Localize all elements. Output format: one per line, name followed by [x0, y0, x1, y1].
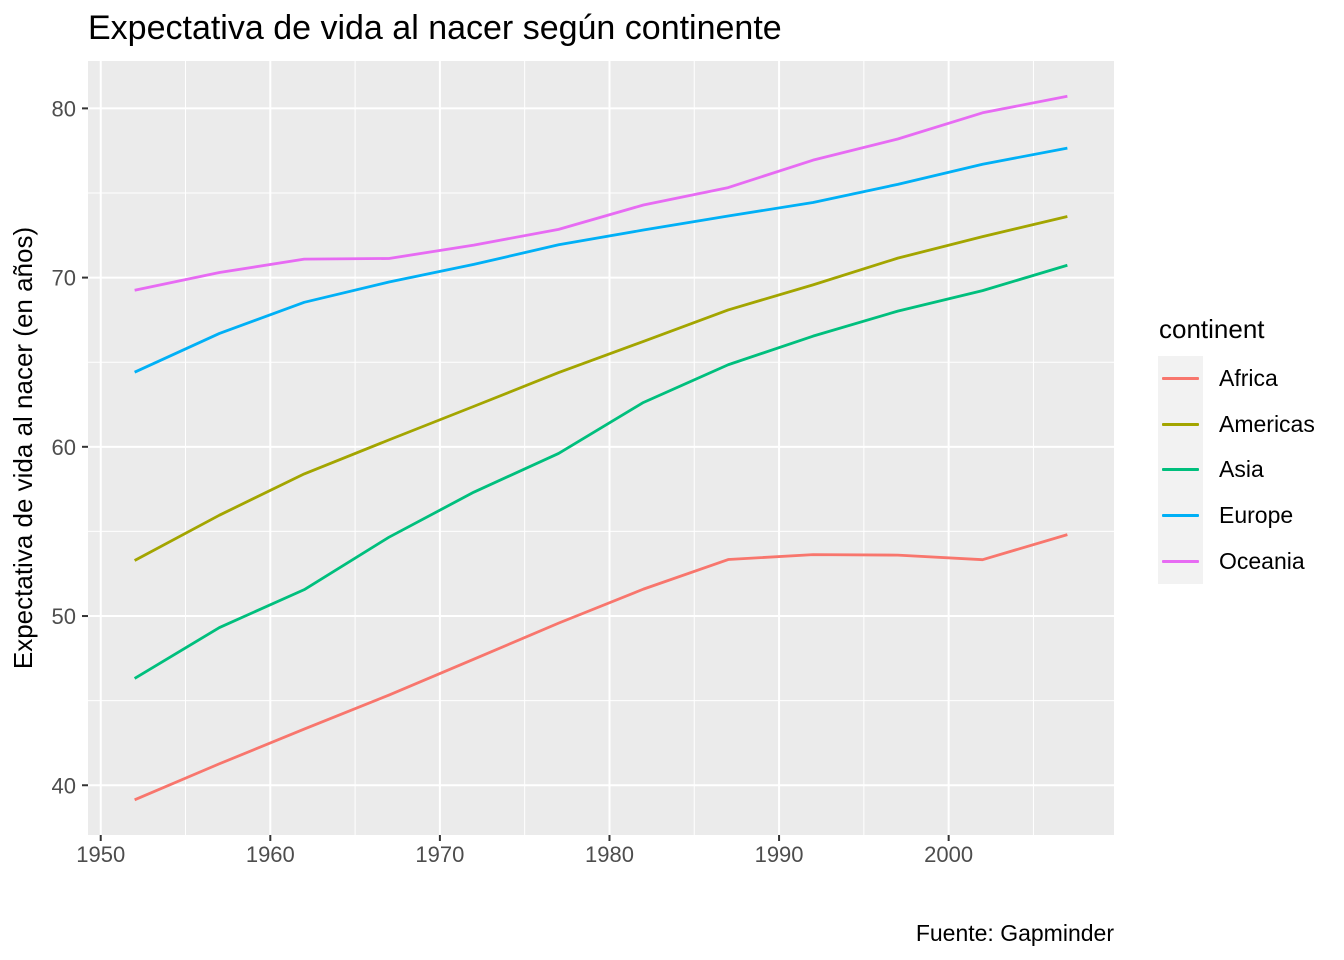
y-axis-tick-label: 50 — [52, 604, 76, 629]
legend-label: Europe — [1219, 502, 1294, 529]
y-axis-tick-label: 60 — [52, 435, 76, 460]
legend-key-africa — [1158, 356, 1203, 402]
x-axis-tick-label: 1950 — [76, 842, 125, 867]
chart-caption: Fuente: Gapminder — [915, 920, 1114, 946]
chart-title: Expectativa de vida al nacer según conti… — [88, 9, 782, 47]
legend-item-europe: Europe — [1158, 492, 1315, 539]
x-axis-tick-label: 1960 — [246, 842, 295, 867]
legend-item-asia: Asia — [1158, 447, 1315, 493]
legend-item-africa: Africa — [1158, 356, 1315, 402]
legend-items: Africa Americas Asia Europe Oceania — [1158, 356, 1315, 584]
legend-key-line-icon — [1162, 514, 1199, 518]
legend-key-line-icon — [1162, 468, 1199, 472]
legend-key-europe — [1158, 492, 1203, 539]
legend-key-americas — [1158, 401, 1203, 448]
y-axis-tick-label: 70 — [52, 266, 76, 291]
series-line-asia — [133, 263, 1068, 680]
y-axis-tick-label: 40 — [52, 773, 76, 798]
legend-item-americas: Americas — [1158, 401, 1315, 448]
legend-label: Americas — [1219, 410, 1315, 437]
plot-panel — [88, 61, 1114, 835]
y-axis-tick-label: 80 — [52, 96, 76, 121]
legend-key-line-icon — [1162, 422, 1199, 426]
legend-label: Asia — [1219, 456, 1264, 483]
series-line-europe — [134, 146, 1068, 374]
legend-label: Africa — [1219, 365, 1278, 392]
legend-item-oceania: Oceania — [1158, 538, 1315, 584]
y-axis-title: Expectativa de vida al nacer (en años) — [8, 227, 38, 669]
legend-label: Oceania — [1219, 547, 1305, 574]
series-line-americas — [133, 215, 1068, 562]
series-line-africa — [134, 533, 1068, 802]
x-axis-tick-label: 1980 — [585, 842, 634, 867]
x-axis-tick-label: 2000 — [924, 842, 973, 867]
x-axis-tick-label: 1990 — [755, 842, 804, 867]
legend-title: continent — [1159, 314, 1265, 344]
series-line-oceania — [134, 94, 1068, 292]
x-axis-tick-label: 1970 — [415, 842, 464, 867]
legend-key-line-icon — [1162, 559, 1199, 563]
legend: continent Africa Americas Asia Europe Oceani… — [1158, 314, 1315, 584]
legend-key-asia — [1158, 447, 1203, 493]
legend-key-oceania — [1158, 538, 1203, 584]
legend-key-line-icon — [1162, 377, 1199, 381]
